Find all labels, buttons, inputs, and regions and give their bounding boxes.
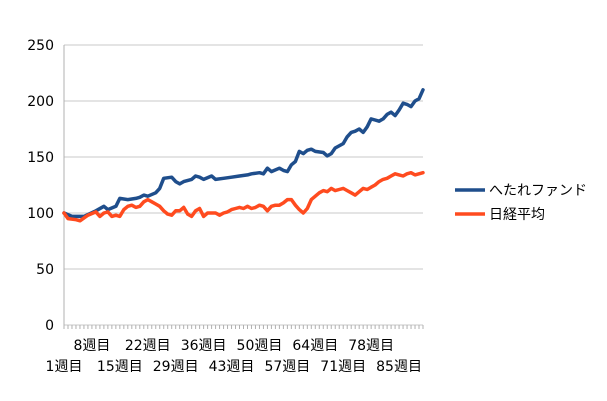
series-lines (62, 88, 425, 223)
x-tick-label: 57週目 (264, 359, 310, 375)
x-tick-label: 1週目 (46, 359, 83, 375)
y-tick-label: 150 (27, 150, 54, 166)
legend-label-1: 日経平均 (489, 207, 545, 223)
x-tick-label: 64週目 (292, 338, 338, 354)
x-tick-label: 50週目 (237, 338, 283, 354)
x-tick-label: 85週目 (376, 359, 422, 375)
y-tick-label: 200 (27, 94, 54, 110)
series-line-0 (62, 88, 425, 219)
y-axis: 0 50 100 150 200 250 (27, 38, 65, 334)
x-axis: 8週目 22週目 36週目 50週目 64週目 78週目 1週目 15週目 29週目 43週目 57… (46, 325, 424, 375)
series-line-1 (62, 170, 425, 223)
legend-label-0: へたれファンド (489, 183, 587, 199)
y-tick-label: 0 (45, 318, 54, 334)
x-tick-label: 78週目 (348, 338, 394, 354)
x-tick-label: 29週目 (153, 359, 199, 375)
y-tick-label: 50 (36, 262, 54, 278)
x-tick-label: 8週目 (73, 338, 110, 354)
y-tick-label: 100 (27, 206, 54, 222)
y-tick-label: 250 (27, 38, 54, 54)
x-tick-label: 43週目 (209, 359, 255, 375)
x-tick-label: 22週目 (125, 338, 171, 354)
x-tick-label: 36週目 (181, 338, 227, 354)
x-tick-label: 15週目 (97, 359, 143, 375)
x-tick-label: 71週目 (320, 359, 366, 375)
